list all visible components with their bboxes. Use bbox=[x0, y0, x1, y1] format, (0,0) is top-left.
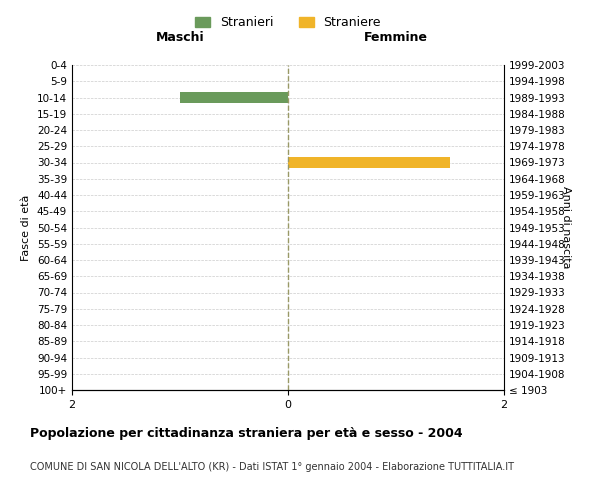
Y-axis label: Fasce di età: Fasce di età bbox=[22, 194, 31, 260]
Text: COMUNE DI SAN NICOLA DELL'ALTO (KR) - Dati ISTAT 1° gennaio 2004 - Elaborazione : COMUNE DI SAN NICOLA DELL'ALTO (KR) - Da… bbox=[30, 462, 514, 472]
Y-axis label: Anni di nascita: Anni di nascita bbox=[561, 186, 571, 269]
Text: Femmine: Femmine bbox=[364, 31, 428, 44]
Legend: Stranieri, Straniere: Stranieri, Straniere bbox=[190, 11, 386, 34]
Text: Popolazione per cittadinanza straniera per età e sesso - 2004: Popolazione per cittadinanza straniera p… bbox=[30, 428, 463, 440]
Text: Maschi: Maschi bbox=[155, 31, 205, 44]
Bar bbox=[180, 92, 288, 103]
Bar bbox=[288, 157, 450, 168]
